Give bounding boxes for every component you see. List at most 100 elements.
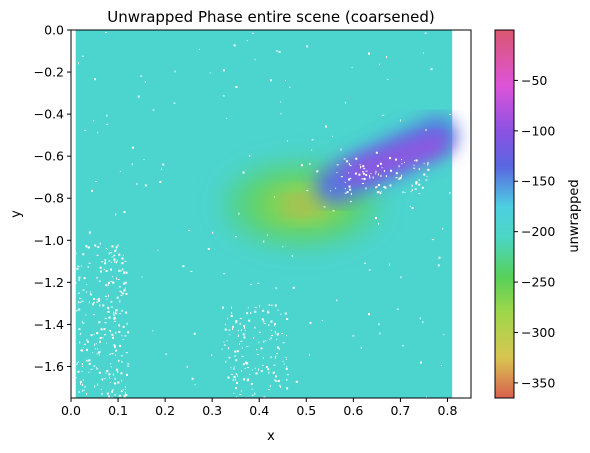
nodata-pixel [235,359,238,362]
nodata-pixel [121,262,124,265]
nodata-pixel [413,164,415,166]
nodata-pixel [395,177,398,179]
nodata-pixel [111,396,113,398]
nodata-pixel [222,95,225,97]
nodata-pixel [90,189,93,192]
nodata-pixel [78,301,80,304]
nodata-pixel [283,363,285,365]
nodata-pixel [269,339,271,341]
nodata-pixel [285,356,287,358]
nodata-pixel [122,389,124,391]
nodata-pixel [390,169,393,172]
nodata-pixel [346,160,349,163]
nodata-pixel [263,240,265,243]
nodata-pixel [225,360,227,363]
nodata-pixel [244,368,246,370]
nodata-pixel [249,373,251,375]
heatmap-blob-3 [289,199,314,212]
nodata-pixel [309,321,312,324]
nodata-pixel [140,75,143,77]
nodata-pixel [363,178,366,181]
nodata-pixel [110,261,112,263]
nodata-pixel [231,306,233,309]
nodata-pixel [83,343,86,345]
nodata-pixel [95,181,98,183]
nodata-pixel [241,369,243,372]
nodata-pixel [331,135,333,137]
nodata-pixel [284,80,286,82]
nodata-pixel [115,368,118,371]
nodata-pixel [295,380,298,383]
x-tick-label: 0.6 [343,403,363,418]
nodata-pixel [119,344,122,347]
nodata-pixel [98,321,101,324]
nodata-pixel [212,231,214,234]
nodata-pixel [157,249,159,251]
nodata-pixel [419,317,421,320]
nodata-pixel [115,354,117,356]
nodata-pixel [241,355,244,357]
nodata-pixel [401,174,403,177]
nodata-pixel [86,291,88,293]
nodata-pixel [306,190,309,192]
nodata-pixel [117,360,120,362]
nodata-pixel [114,312,117,315]
nodata-pixel [239,342,241,345]
nodata-pixel [103,328,106,331]
nodata-pixel [230,373,233,375]
nodata-pixel [86,339,88,342]
nodata-pixel [403,161,405,163]
nodata-pixel [121,360,123,363]
nodata-pixel [81,55,84,57]
nodata-pixel [401,159,403,161]
nodata-pixel [86,283,88,285]
nodata-pixel [325,125,328,128]
nodata-pixel [267,312,269,314]
nodata-pixel [115,331,117,334]
nodata-pixel [242,333,245,336]
nodata-pixel [414,188,417,191]
nodata-pixel [75,377,77,379]
nodata-pixel [137,95,140,98]
nodata-pixel [82,322,85,324]
nodata-pixel [123,396,126,398]
nodata-pixel [258,368,260,371]
nodata-pixel [423,173,426,176]
nodata-pixel [286,387,289,390]
nodata-pixel [387,78,389,80]
nodata-pixel [108,281,111,284]
nodata-pixel [96,353,98,355]
nodata-pixel [82,383,84,386]
nodata-pixel [421,186,424,189]
colorbar: −50 −100 −150 −200 −250 −300 −350 unwrapped [494,29,582,399]
nodata-pixel [365,187,367,190]
nodata-pixel [224,328,227,331]
nodata-pixel [107,248,109,250]
nodata-pixel [351,67,353,69]
nodata-pixel [95,367,97,369]
nodata-pixel [282,342,285,344]
nodata-pixel [131,146,134,149]
nodata-pixel [250,383,253,386]
nodata-pixel [424,32,427,34]
nodata-pixel [438,256,441,259]
nodata-pixel [92,352,94,354]
nodata-pixel [442,227,444,230]
nodata-pixel [383,169,385,172]
nodata-pixel [410,191,412,193]
nodata-pixel [248,319,251,322]
nodata-pixel [256,354,259,356]
nodata-pixel [254,306,257,308]
nodata-pixel [113,313,115,316]
nodata-pixel [221,348,223,350]
nodata-pixel [238,212,240,215]
nodata-pixel [119,290,122,292]
nodata-pixel [127,331,130,334]
nodata-pixel [242,171,245,174]
nodata-pixel [80,297,82,299]
nodata-pixel [105,284,108,287]
nodata-pixel [270,337,272,340]
nodata-pixel [111,301,113,303]
nodata-pixel [114,250,117,253]
nodata-pixel [260,370,263,373]
